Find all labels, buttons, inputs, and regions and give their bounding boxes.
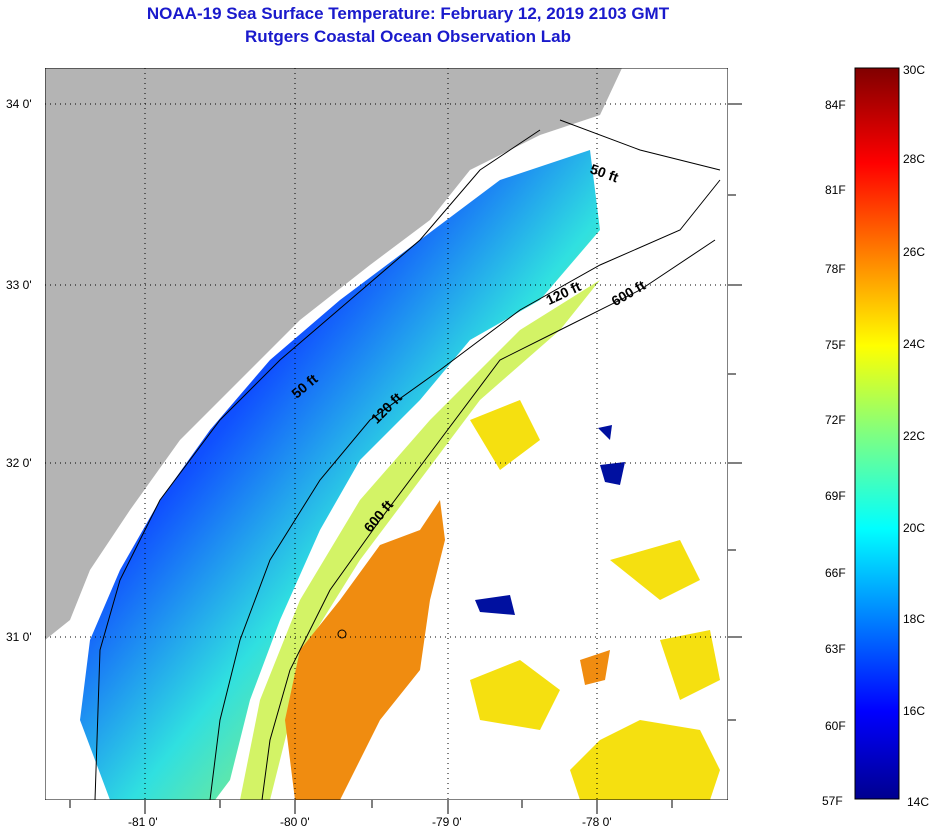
colorbar-f-label: 75F xyxy=(825,338,846,352)
colorbar-f-label: 66F xyxy=(825,566,846,580)
sst-orange-gulfstream xyxy=(285,500,445,800)
colorbar-f-label: 72F xyxy=(825,413,846,427)
lon-tick-label: -81 0' xyxy=(128,815,158,829)
map-subtitle: Rutgers Coastal Ocean Observation Lab xyxy=(245,27,571,46)
lat-tick-label: 33 0' xyxy=(6,278,32,292)
lat-tick-label: 31 0' xyxy=(6,630,32,644)
colorbar-f-label: 78F xyxy=(825,262,846,276)
colorbar-c-label: 26C xyxy=(903,245,926,259)
sst-yellow-patches xyxy=(470,400,720,800)
map-title: NOAA-19 Sea Surface Temperature: Februar… xyxy=(146,4,670,23)
colorbar-c-label: 30C xyxy=(903,63,926,77)
lon-tick-label: -79 0' xyxy=(432,815,462,829)
colorbar-f-label: 63F xyxy=(825,642,846,656)
colorbar-c-label: 28C xyxy=(903,152,926,166)
contour-120ft xyxy=(209,179,721,800)
colorbar-f-label: 69F xyxy=(825,489,846,503)
station-marker xyxy=(337,629,347,639)
colorbar-f-label: 57F xyxy=(822,794,843,808)
graticule xyxy=(45,68,728,800)
colorbar-c-label: 16C xyxy=(903,704,926,718)
colorbar-c-label: 22C xyxy=(903,429,926,443)
colorbar-f-label: 60F xyxy=(825,719,846,733)
colorbar-f-label: 81F xyxy=(825,183,846,197)
lon-tick-label: -80 0' xyxy=(280,815,310,829)
axis-ticks xyxy=(69,103,742,814)
colorbar xyxy=(854,67,900,800)
sst-warm-shelf xyxy=(240,280,600,800)
colorbar-c-label: 18C xyxy=(903,612,926,626)
land-mass xyxy=(45,68,622,640)
colorbar-c-label: 14C xyxy=(907,795,930,809)
contour-600ft xyxy=(261,239,716,800)
lon-tick-label: -78 0' xyxy=(582,815,612,829)
lat-tick-label: 34 0' xyxy=(6,97,32,111)
colorbar-f-label: 84F xyxy=(825,98,846,112)
sst-orange-patch xyxy=(580,650,610,685)
lat-tick-label: 32 0' xyxy=(6,456,32,470)
colorbar-c-label: 20C xyxy=(903,521,926,535)
contour-50ft xyxy=(94,119,721,800)
colorbar-c-label: 24C xyxy=(903,337,926,351)
